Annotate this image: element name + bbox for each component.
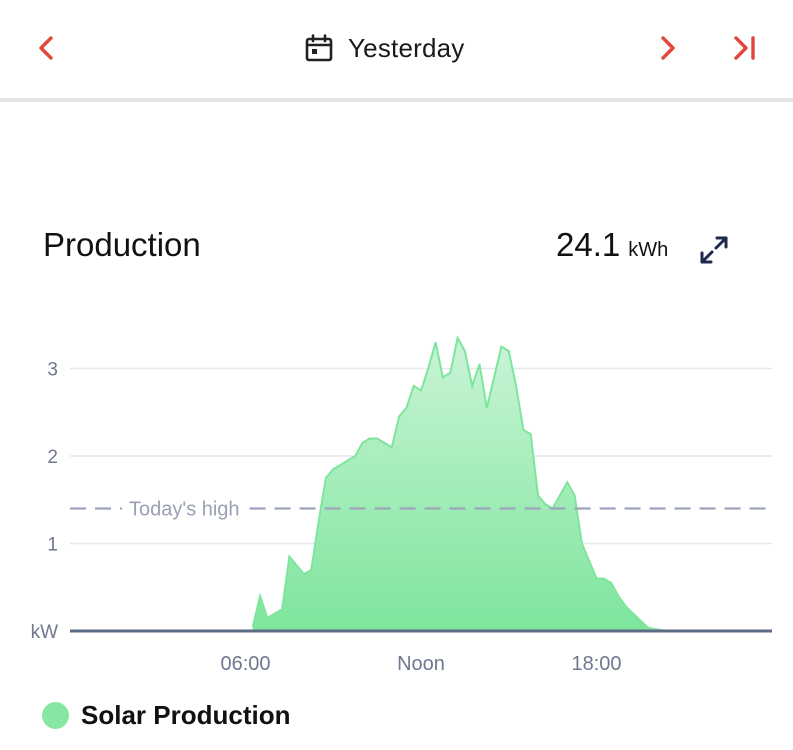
data-point (530, 433, 532, 435)
data-point (486, 407, 488, 409)
data-point (274, 612, 276, 615)
data-point (581, 542, 583, 545)
data-point (303, 573, 305, 575)
data-point (391, 446, 393, 448)
jump-to-latest-button[interactable] (722, 26, 766, 70)
data-point (325, 477, 327, 479)
data-point (318, 521, 320, 523)
reference-line-label: Today's high (129, 499, 240, 521)
production-total-value: 24.1 (556, 226, 621, 263)
legend-swatch (42, 702, 69, 729)
data-point (464, 350, 466, 352)
data-point (603, 577, 605, 580)
data-point (354, 455, 356, 457)
data-point (478, 363, 481, 365)
data-point (632, 612, 634, 615)
legend-item-solar-production[interactable]: Solar Production (42, 700, 290, 731)
calendar-icon (305, 34, 333, 62)
data-point (288, 556, 290, 558)
data-point (559, 494, 561, 496)
data-point (376, 437, 378, 440)
previous-day-button[interactable] (24, 26, 68, 70)
data-point (347, 459, 349, 461)
data-point (449, 372, 451, 374)
data-point (420, 389, 422, 391)
data-point (610, 582, 612, 584)
data-point (639, 619, 642, 622)
data-point (537, 494, 539, 496)
x-tick-label: Noon (397, 653, 445, 675)
data-point (427, 367, 429, 370)
data-point (515, 385, 517, 387)
data-point (383, 442, 385, 444)
series-line-solar-production (251, 335, 670, 632)
next-day-button[interactable] (646, 26, 690, 70)
data-point (266, 617, 268, 619)
legend-label: Solar Production (81, 700, 291, 730)
data-point (296, 564, 298, 566)
data-point (588, 560, 590, 562)
production-total: 24.1 kWh (556, 226, 668, 264)
series-area-solar-production (70, 337, 772, 631)
date-navigation-bar: Yesterday (0, 0, 793, 98)
skip-to-end-icon (734, 36, 755, 60)
data-point (332, 468, 334, 470)
data-point (413, 385, 415, 387)
chevron-left-icon (39, 36, 53, 60)
data-point (471, 385, 473, 387)
data-point (544, 503, 546, 505)
data-point (435, 341, 437, 343)
data-point (566, 481, 568, 483)
date-label: Yesterday (348, 32, 465, 63)
data-point (369, 437, 371, 440)
x-tick-label: 06:00 (220, 653, 270, 675)
expand-chart-button[interactable] (694, 230, 734, 270)
data-point (442, 376, 444, 378)
data-point (457, 337, 459, 339)
data-point (647, 626, 649, 629)
data-point (508, 350, 510, 352)
data-point (259, 595, 261, 597)
data-point (252, 626, 254, 628)
data-point (500, 346, 502, 348)
production-total-unit: kWh (628, 239, 669, 261)
y-tick-label: 3 (47, 360, 58, 381)
data-point (493, 376, 495, 378)
data-point (361, 442, 364, 444)
data-point (574, 494, 576, 496)
date-picker[interactable]: Yesterday (304, 28, 464, 68)
x-tick-label: 18:00 (571, 653, 621, 675)
data-point (405, 407, 407, 409)
data-point (310, 569, 312, 571)
data-point (617, 595, 620, 597)
data-point (281, 608, 283, 610)
chevron-right-icon (661, 36, 675, 60)
card-title: Production (43, 226, 201, 263)
expand-icon (700, 236, 728, 264)
production-chart: Today's high kW 1 2 3 06:00 Noon 18:00 (31, 335, 772, 675)
data-point (595, 577, 598, 580)
y-tick-label: 1 (47, 535, 58, 556)
data-point (625, 605, 627, 608)
y-tick-label: 2 (47, 447, 58, 468)
data-point (398, 416, 400, 418)
data-point (522, 429, 525, 431)
y-tick-label: kW (31, 622, 59, 643)
header-divider (0, 98, 793, 102)
data-point (340, 464, 342, 466)
